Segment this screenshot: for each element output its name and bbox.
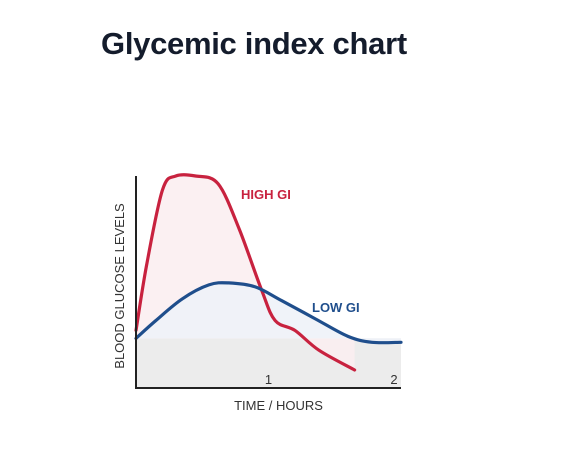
- series-label-high-gi: HIGH GI: [241, 187, 291, 202]
- series-line-high-gi: [134, 173, 357, 372]
- page-title: Glycemic index chart: [101, 26, 407, 61]
- series-line-low-gi: [134, 281, 403, 345]
- y-axis-label: BLOOD GLUCOSE LEVELS: [112, 203, 127, 369]
- series-fill-low-gi: [136, 282, 401, 343]
- x-axis-label: TIME / HOURS: [234, 398, 323, 413]
- x-tick-label: 1: [265, 372, 272, 387]
- baseline-band: [136, 338, 401, 388]
- x-tick-label: 2: [390, 372, 397, 387]
- series-label-low-gi: LOW GI: [312, 300, 360, 315]
